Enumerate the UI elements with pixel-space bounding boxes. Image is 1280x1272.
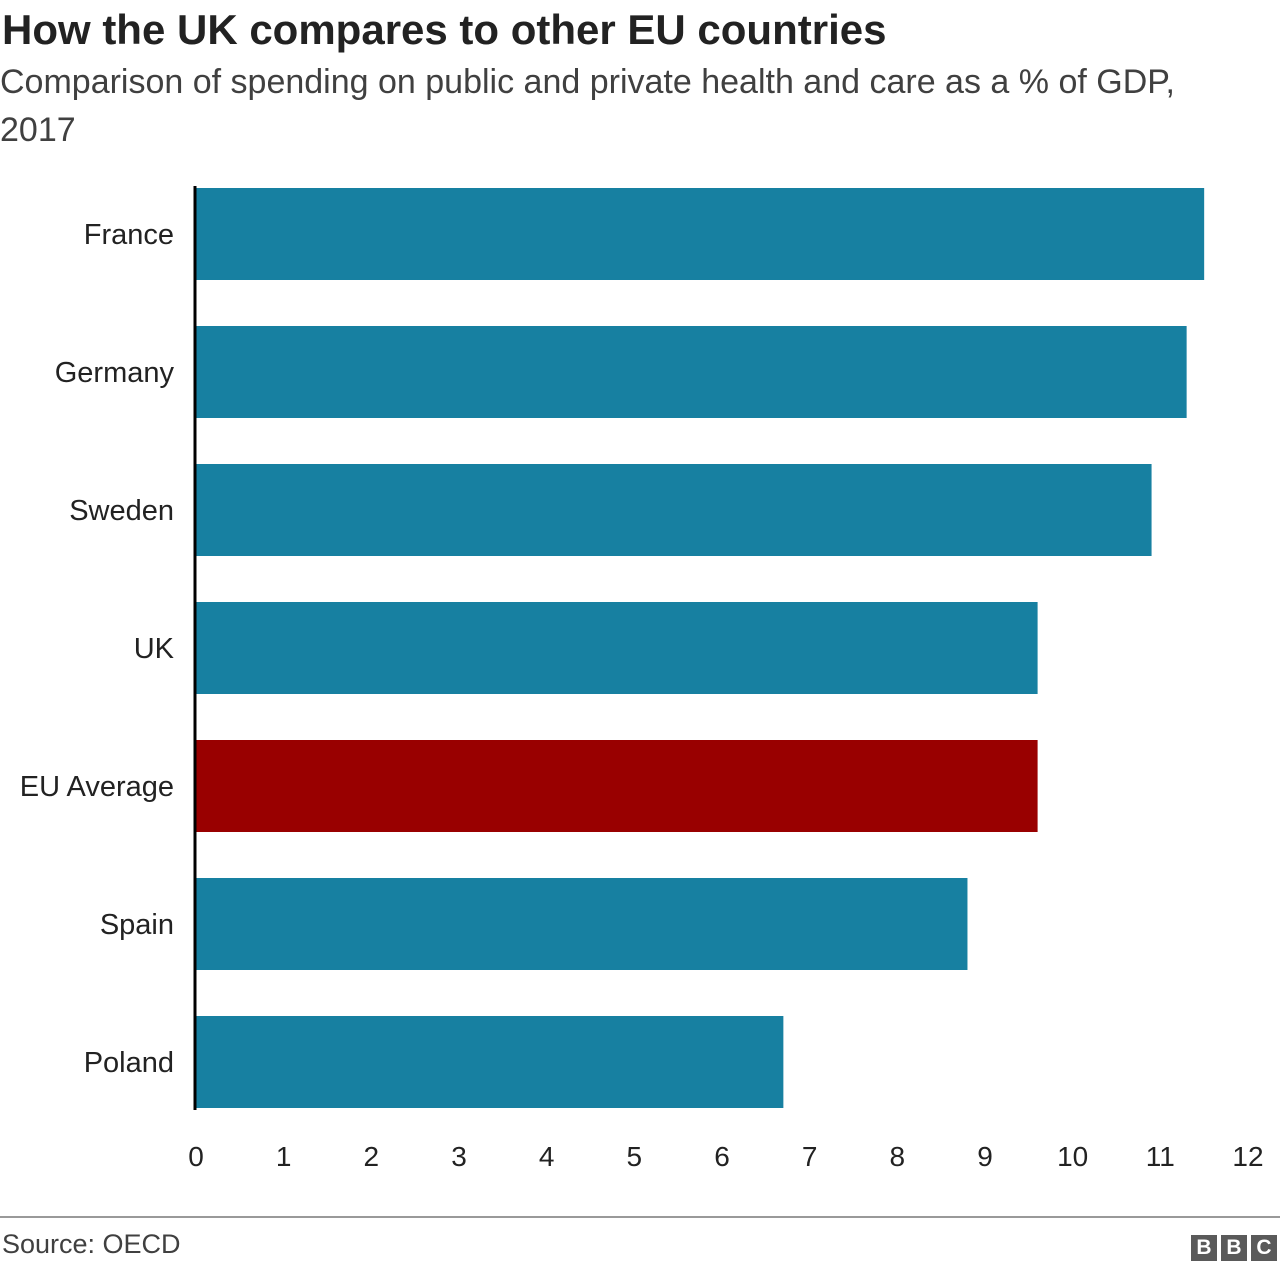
x-tick-label: 2 (364, 1141, 380, 1172)
x-tick-label: 12 (1232, 1141, 1263, 1172)
x-tick-label: 4 (539, 1141, 555, 1172)
bar-germany (196, 326, 1187, 418)
x-tick-label: 5 (627, 1141, 643, 1172)
x-tick-label: 11 (1146, 1141, 1175, 1172)
category-label: EU Average (20, 771, 174, 803)
logo-letter: C (1251, 1235, 1277, 1261)
x-tick-label: 9 (977, 1141, 993, 1172)
bar-chart: France Germany Sweden UK EU Average Spain Pola… (20, 186, 1264, 1172)
bar-uk (196, 602, 1038, 694)
category-label: France (84, 219, 174, 251)
bbc-logo: B B C (1191, 1235, 1277, 1261)
footer-divider (0, 1216, 1280, 1218)
x-tick-label: 1 (276, 1141, 292, 1172)
bar-spain (196, 878, 968, 970)
category-label: Sweden (69, 495, 174, 527)
chart-title: How the UK compares to other EU countrie… (2, 6, 887, 53)
x-tick-label: 7 (802, 1141, 818, 1172)
category-label: Poland (84, 1047, 174, 1079)
bar-poland (196, 1016, 784, 1108)
x-tick-label: 3 (451, 1141, 467, 1172)
category-label: Germany (55, 357, 175, 389)
bar-france (196, 188, 1205, 280)
logo-letter: B (1221, 1235, 1247, 1261)
x-tick-label: 10 (1057, 1141, 1088, 1172)
chart-subtitle: Comparison of spending on public and pri… (0, 63, 1175, 149)
category-label: Spain (100, 909, 174, 941)
category-label: UK (134, 633, 175, 665)
bar-eu-average (196, 740, 1038, 832)
x-tick-label: 0 (188, 1141, 204, 1172)
bar-sweden (196, 464, 1152, 556)
source-note: Source: OECD (2, 1229, 181, 1259)
logo-letter: B (1191, 1235, 1217, 1261)
x-tick-label: 8 (890, 1141, 906, 1172)
x-tick-label: 6 (714, 1141, 730, 1172)
